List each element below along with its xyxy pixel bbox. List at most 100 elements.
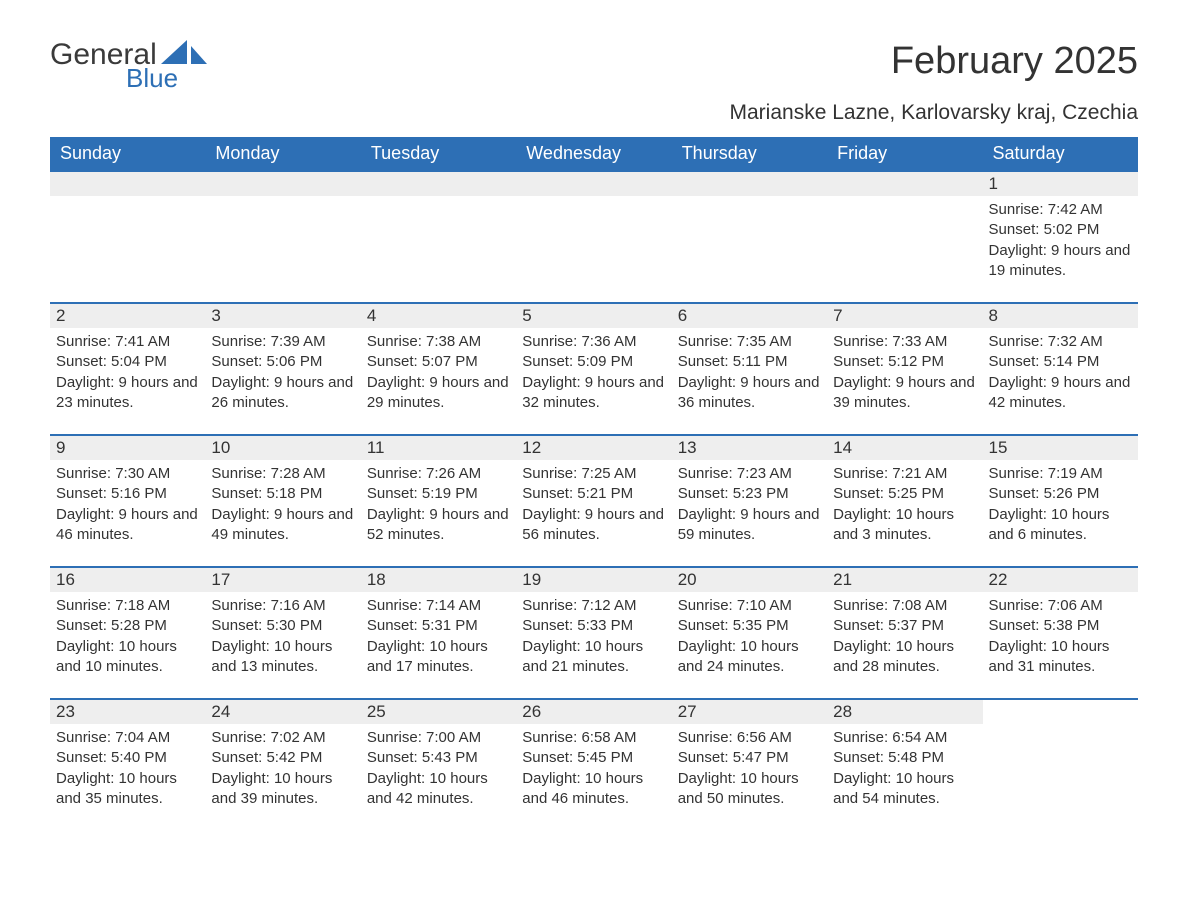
- day-number: 15: [983, 436, 1138, 460]
- sunrise-line: Sunrise: 7:35 AM: [678, 332, 821, 352]
- day-body: Sunrise: 7:14 AMSunset: 5:31 PMDaylight:…: [361, 592, 516, 683]
- sunrise-line: Sunrise: 7:06 AM: [989, 596, 1132, 616]
- sunrise-line: Sunrise: 7:30 AM: [56, 464, 199, 484]
- calendar-table: SundayMondayTuesdayWednesdayThursdayFrid…: [50, 137, 1138, 831]
- sunset-line: Sunset: 5:26 PM: [989, 484, 1132, 504]
- sunset-line: Sunset: 5:31 PM: [367, 616, 510, 636]
- day-body: Sunrise: 7:00 AMSunset: 5:43 PMDaylight:…: [361, 724, 516, 815]
- day-body: Sunrise: 7:36 AMSunset: 5:09 PMDaylight:…: [516, 328, 671, 419]
- day-body: Sunrise: 7:33 AMSunset: 5:12 PMDaylight:…: [827, 328, 982, 419]
- sunset-line: Sunset: 5:33 PM: [522, 616, 665, 636]
- day-number: 10: [205, 436, 360, 460]
- daylight-line: Daylight: 9 hours and 56 minutes.: [522, 505, 665, 546]
- day-cell: 18Sunrise: 7:14 AMSunset: 5:31 PMDayligh…: [361, 567, 516, 699]
- sunset-line: Sunset: 5:11 PM: [678, 352, 821, 372]
- week-row: 23Sunrise: 7:04 AMSunset: 5:40 PMDayligh…: [50, 699, 1138, 831]
- daylight-line: Daylight: 10 hours and 6 minutes.: [989, 505, 1132, 546]
- day-body: Sunrise: 7:02 AMSunset: 5:42 PMDaylight:…: [205, 724, 360, 815]
- day-body: Sunrise: 7:32 AMSunset: 5:14 PMDaylight:…: [983, 328, 1138, 419]
- sunset-line: Sunset: 5:09 PM: [522, 352, 665, 372]
- day-body: Sunrise: 7:28 AMSunset: 5:18 PMDaylight:…: [205, 460, 360, 551]
- empty-day-band: [672, 172, 827, 196]
- day-body: Sunrise: 7:26 AMSunset: 5:19 PMDaylight:…: [361, 460, 516, 551]
- daylight-line: Daylight: 9 hours and 19 minutes.: [989, 241, 1132, 282]
- day-body: Sunrise: 6:58 AMSunset: 5:45 PMDaylight:…: [516, 724, 671, 815]
- sunset-line: Sunset: 5:02 PM: [989, 220, 1132, 240]
- sunrise-line: Sunrise: 7:38 AM: [367, 332, 510, 352]
- sunset-line: Sunset: 5:42 PM: [211, 748, 354, 768]
- daylight-line: Daylight: 9 hours and 36 minutes.: [678, 373, 821, 414]
- sunset-line: Sunset: 5:23 PM: [678, 484, 821, 504]
- week-row: 2Sunrise: 7:41 AMSunset: 5:04 PMDaylight…: [50, 303, 1138, 435]
- day-cell: [50, 171, 205, 303]
- daylight-line: Daylight: 9 hours and 39 minutes.: [833, 373, 976, 414]
- sunrise-line: Sunrise: 7:04 AM: [56, 728, 199, 748]
- day-body: Sunrise: 7:16 AMSunset: 5:30 PMDaylight:…: [205, 592, 360, 683]
- day-cell: 3Sunrise: 7:39 AMSunset: 5:06 PMDaylight…: [205, 303, 360, 435]
- day-number: 5: [516, 304, 671, 328]
- daylight-line: Daylight: 10 hours and 24 minutes.: [678, 637, 821, 678]
- daylight-line: Daylight: 9 hours and 32 minutes.: [522, 373, 665, 414]
- day-cell: 5Sunrise: 7:36 AMSunset: 5:09 PMDaylight…: [516, 303, 671, 435]
- daylight-line: Daylight: 10 hours and 3 minutes.: [833, 505, 976, 546]
- day-cell: 6Sunrise: 7:35 AMSunset: 5:11 PMDaylight…: [672, 303, 827, 435]
- day-body: Sunrise: 7:42 AMSunset: 5:02 PMDaylight:…: [983, 196, 1138, 287]
- day-cell: 14Sunrise: 7:21 AMSunset: 5:25 PMDayligh…: [827, 435, 982, 567]
- sunrise-line: Sunrise: 6:56 AM: [678, 728, 821, 748]
- sunset-line: Sunset: 5:45 PM: [522, 748, 665, 768]
- sunset-line: Sunset: 5:43 PM: [367, 748, 510, 768]
- day-header: Friday: [827, 137, 982, 171]
- location: Marianske Lazne, Karlovarsky kraj, Czech…: [50, 101, 1138, 125]
- daylight-line: Daylight: 10 hours and 35 minutes.: [56, 769, 199, 810]
- sunset-line: Sunset: 5:35 PM: [678, 616, 821, 636]
- sunset-line: Sunset: 5:40 PM: [56, 748, 199, 768]
- sunrise-line: Sunrise: 7:00 AM: [367, 728, 510, 748]
- day-cell: 4Sunrise: 7:38 AMSunset: 5:07 PMDaylight…: [361, 303, 516, 435]
- empty-day-band: [50, 172, 205, 196]
- day-body: Sunrise: 7:35 AMSunset: 5:11 PMDaylight:…: [672, 328, 827, 419]
- day-cell: 2Sunrise: 7:41 AMSunset: 5:04 PMDaylight…: [50, 303, 205, 435]
- day-header: Wednesday: [516, 137, 671, 171]
- day-number: 24: [205, 700, 360, 724]
- day-cell: 23Sunrise: 7:04 AMSunset: 5:40 PMDayligh…: [50, 699, 205, 831]
- month-title: February 2025: [891, 40, 1138, 83]
- sunrise-line: Sunrise: 7:12 AM: [522, 596, 665, 616]
- day-body: Sunrise: 7:06 AMSunset: 5:38 PMDaylight:…: [983, 592, 1138, 683]
- day-cell: 13Sunrise: 7:23 AMSunset: 5:23 PMDayligh…: [672, 435, 827, 567]
- daylight-line: Daylight: 9 hours and 52 minutes.: [367, 505, 510, 546]
- daylight-line: Daylight: 9 hours and 42 minutes.: [989, 373, 1132, 414]
- day-cell: [516, 171, 671, 303]
- sunrise-line: Sunrise: 7:16 AM: [211, 596, 354, 616]
- sunset-line: Sunset: 5:21 PM: [522, 484, 665, 504]
- day-number: 8: [983, 304, 1138, 328]
- daylight-line: Daylight: 9 hours and 59 minutes.: [678, 505, 821, 546]
- sunset-line: Sunset: 5:19 PM: [367, 484, 510, 504]
- day-number: 28: [827, 700, 982, 724]
- day-number: 18: [361, 568, 516, 592]
- day-body: Sunrise: 7:25 AMSunset: 5:21 PMDaylight:…: [516, 460, 671, 551]
- sunrise-line: Sunrise: 7:18 AM: [56, 596, 199, 616]
- sunrise-line: Sunrise: 7:08 AM: [833, 596, 976, 616]
- sunrise-line: Sunrise: 7:19 AM: [989, 464, 1132, 484]
- day-header-row: SundayMondayTuesdayWednesdayThursdayFrid…: [50, 137, 1138, 171]
- sunrise-line: Sunrise: 6:58 AM: [522, 728, 665, 748]
- day-cell: 22Sunrise: 7:06 AMSunset: 5:38 PMDayligh…: [983, 567, 1138, 699]
- day-number: 4: [361, 304, 516, 328]
- sunrise-line: Sunrise: 7:33 AM: [833, 332, 976, 352]
- day-cell: 21Sunrise: 7:08 AMSunset: 5:37 PMDayligh…: [827, 567, 982, 699]
- day-body: Sunrise: 7:19 AMSunset: 5:26 PMDaylight:…: [983, 460, 1138, 551]
- week-row: 9Sunrise: 7:30 AMSunset: 5:16 PMDaylight…: [50, 435, 1138, 567]
- week-row: 1Sunrise: 7:42 AMSunset: 5:02 PMDaylight…: [50, 171, 1138, 303]
- daylight-line: Daylight: 9 hours and 46 minutes.: [56, 505, 199, 546]
- day-body: Sunrise: 6:56 AMSunset: 5:47 PMDaylight:…: [672, 724, 827, 815]
- day-number: 27: [672, 700, 827, 724]
- sunrise-line: Sunrise: 7:41 AM: [56, 332, 199, 352]
- day-cell: 27Sunrise: 6:56 AMSunset: 5:47 PMDayligh…: [672, 699, 827, 831]
- day-header: Monday: [205, 137, 360, 171]
- sunset-line: Sunset: 5:38 PM: [989, 616, 1132, 636]
- day-cell: 25Sunrise: 7:00 AMSunset: 5:43 PMDayligh…: [361, 699, 516, 831]
- day-cell: 7Sunrise: 7:33 AMSunset: 5:12 PMDaylight…: [827, 303, 982, 435]
- week-row: 16Sunrise: 7:18 AMSunset: 5:28 PMDayligh…: [50, 567, 1138, 699]
- day-body: Sunrise: 7:08 AMSunset: 5:37 PMDaylight:…: [827, 592, 982, 683]
- sunrise-line: Sunrise: 7:23 AM: [678, 464, 821, 484]
